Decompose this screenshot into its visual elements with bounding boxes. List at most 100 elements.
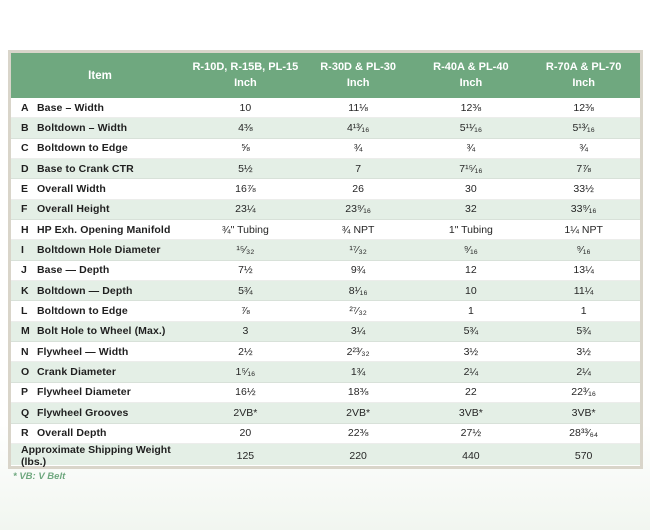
shipping-weight-row: Approximate Shipping Weight (lbs.) 125 2…: [11, 443, 640, 468]
cell-value: 2¼: [576, 366, 591, 379]
column-model: R-70A & PL-70: [545, 61, 622, 74]
cell-value: 1¾: [350, 366, 366, 379]
table-row: C Boltdown to Edge ⅝ ¾ ¾ ¾: [11, 139, 640, 160]
cell-value: 4¹³⁄₁₆: [346, 122, 370, 135]
cell-value: 12⅜: [573, 101, 594, 114]
cell-value: 1" Tubing: [448, 223, 493, 236]
cell-value: 10: [465, 284, 477, 297]
row-letter: F: [21, 203, 28, 216]
cell-value: 1¼ NPT: [564, 223, 603, 236]
cell-value: ⅞: [240, 305, 250, 318]
column-unit: Inch: [459, 76, 483, 89]
row-label: Base — Depth: [37, 264, 110, 277]
row-letter: N: [21, 345, 29, 358]
cell-value: 2VB*: [346, 406, 371, 419]
cell-value: 33½: [573, 183, 594, 196]
cell-value: 3¼: [350, 325, 366, 338]
column-model: R-10D, R-15B, PL-15: [192, 61, 299, 74]
cell-value: 9¾: [350, 264, 366, 277]
cell-value: 5¹³⁄₁₆: [572, 122, 595, 135]
row-letter: L: [21, 305, 28, 318]
cell-value: 23⁹⁄₁₆: [345, 203, 371, 216]
column-header-4: R-70A & PL-70 Inch: [527, 60, 640, 91]
table-row: M Bolt Hole to Wheel (Max.) 3 3¼ 5¾ 5¾: [11, 321, 640, 343]
cell-value: ¹⁵⁄₃₂: [236, 244, 255, 257]
cell-value: 27½: [460, 427, 482, 440]
column-unit: Inch: [234, 76, 257, 89]
row-letter: H: [21, 223, 29, 236]
shipping-weight-value: 440: [462, 449, 480, 462]
row-label: Overall Depth: [37, 427, 107, 440]
column-model: R-30D & PL-30: [320, 61, 397, 74]
cell-value: 2²³⁄₃₂: [346, 345, 370, 358]
table-row: N Flywheel — Width 2½ 2²³⁄₃₂ 3½ 3½: [11, 342, 640, 363]
column-header-1: R-10D, R-15B, PL-15 Inch: [189, 60, 302, 91]
table-row: E Overall Width 16⅞ 26 30 33½: [11, 179, 640, 200]
row-label: Flywheel Diameter: [37, 386, 131, 399]
cell-value: 3: [242, 325, 249, 338]
row-letter: K: [21, 284, 29, 297]
cell-value: 16½: [235, 386, 256, 399]
cell-value: ²⁷⁄₃₂: [349, 305, 367, 318]
cell-value: 3VB*: [458, 406, 483, 419]
cell-value: 1: [580, 305, 587, 318]
cell-value: 3½: [463, 345, 479, 358]
cell-value: 2VB*: [233, 406, 258, 419]
footnote: * VB: V Belt: [13, 471, 66, 482]
cell-value: 26: [352, 183, 364, 196]
cell-value: 13¼: [573, 264, 594, 277]
table-row: Q Flywheel Grooves 2VB* 2VB* 3VB* 3VB*: [11, 403, 640, 424]
row-label: Crank Diameter: [37, 366, 117, 379]
row-letter: P: [21, 386, 29, 399]
row-letter: R: [21, 427, 29, 440]
cell-value: 28³³⁄₆₄: [569, 427, 599, 440]
cell-value: 11¼: [573, 284, 594, 297]
row-label: Boltdown Hole Diameter: [37, 244, 161, 257]
cell-value: 22: [465, 386, 477, 399]
table-row: L Boltdown to Edge ⅞ ²⁷⁄₃₂ 1 1: [11, 301, 640, 322]
table-row: J Base — Depth 7½ 9¾ 12 13¼: [11, 261, 640, 282]
row-letter: D: [21, 162, 29, 175]
column-unit: Inch: [346, 76, 370, 89]
cell-value: 11⅛: [348, 101, 368, 114]
row-label: Bolt Hole to Wheel (Max.): [37, 325, 166, 338]
row-label: Overall Width: [37, 183, 106, 196]
table-row: D Base to Crank CTR 5½ 7 7¹⁵⁄₁₆ 7⅞: [11, 159, 640, 180]
cell-value: ⁹⁄₁₆: [463, 244, 478, 257]
cell-value: 1: [467, 305, 474, 318]
row-label: Boltdown to Edge: [37, 142, 128, 155]
column-header-3: R-40A & PL-40 Inch: [415, 60, 528, 91]
cell-value: 30: [465, 183, 477, 196]
cell-value: 7: [355, 162, 362, 175]
cell-value: 1⁵⁄₁₆: [235, 366, 256, 379]
cell-value: ¹⁷⁄₃₂: [349, 244, 367, 257]
shipping-weight-value: 220: [349, 449, 367, 462]
cell-value: 8¹⁄₁₆: [348, 284, 368, 297]
table-row: B Boltdown – Width 4⅜ 4¹³⁄₁₆ 5¹¹⁄₁₆ 5¹³⁄₁₆: [11, 118, 640, 139]
row-label: HP Exh. Opening Manifold: [37, 223, 171, 236]
row-label: Boltdown to Edge: [37, 305, 128, 318]
cell-value: 16⅞: [235, 183, 256, 196]
cell-value: 3VB*: [571, 406, 596, 419]
cell-value: 2¼: [463, 366, 479, 379]
cell-value: ¾ NPT: [341, 223, 375, 236]
table-row: A Base – Width 10 11⅛ 12⅜ 12⅜: [11, 98, 640, 119]
cell-value: 3½: [576, 345, 591, 358]
table-row: H HP Exh. Opening Manifold ¾" Tubing ¾ NPT 1…: [11, 220, 640, 241]
cell-value: 10: [239, 101, 252, 114]
cell-value: 7¹⁵⁄₁₆: [459, 162, 483, 175]
table-row: F Overall Height 23¼ 23⁹⁄₁₆ 32 33⁹⁄₁₆: [11, 199, 640, 221]
cell-value: ⁹⁄₁₆: [576, 244, 591, 257]
table-row: K Boltdown — Depth 5¾ 8¹⁄₁₆ 10 11¼: [11, 281, 640, 302]
cell-value: 4⅜: [238, 122, 253, 135]
cell-value: 7⅞: [576, 162, 591, 175]
table-body: A Base – Width 10 11⅛ 12⅜ 12⅜ B Boltdown – Widt…: [11, 98, 640, 444]
row-label: Base to Crank CTR: [37, 162, 134, 175]
row-letter: I: [21, 244, 24, 257]
cell-value: 7½: [238, 264, 253, 277]
row-letter: B: [21, 122, 29, 135]
cell-value: ¾" Tubing: [221, 223, 269, 236]
shipping-weight-value: 125: [236, 449, 255, 462]
column-header-2: R-30D & PL-30 Inch: [302, 60, 415, 91]
shipping-weight-value: 570: [574, 449, 593, 462]
